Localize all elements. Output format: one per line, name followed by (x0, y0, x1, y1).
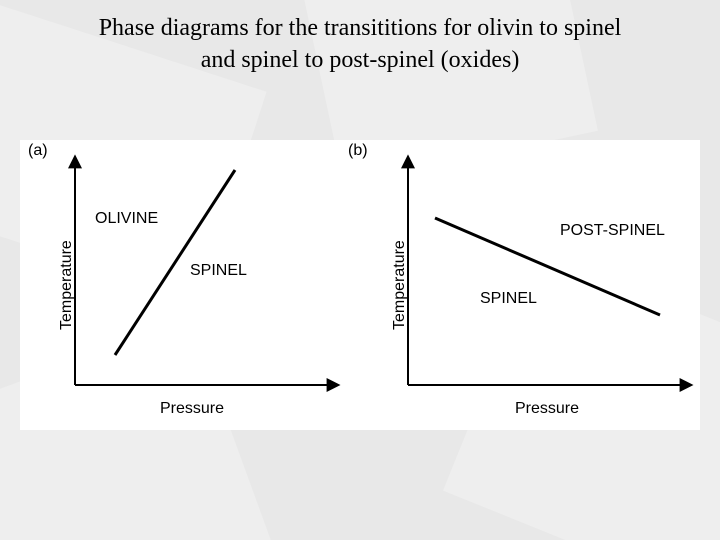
title-line-2: and spinel to post-spinel (oxides) (0, 44, 720, 76)
phase-diagram-svg (20, 140, 700, 430)
panel-b-boundary (435, 218, 660, 315)
slide-title: Phase diagrams for the transititions for… (0, 12, 720, 77)
panel-a-boundary (115, 170, 235, 355)
title-line-1: Phase diagrams for the transititions for… (0, 12, 720, 44)
phase-diagram-figure: (a) (b) Temperature Temperature Pressure… (20, 140, 700, 430)
